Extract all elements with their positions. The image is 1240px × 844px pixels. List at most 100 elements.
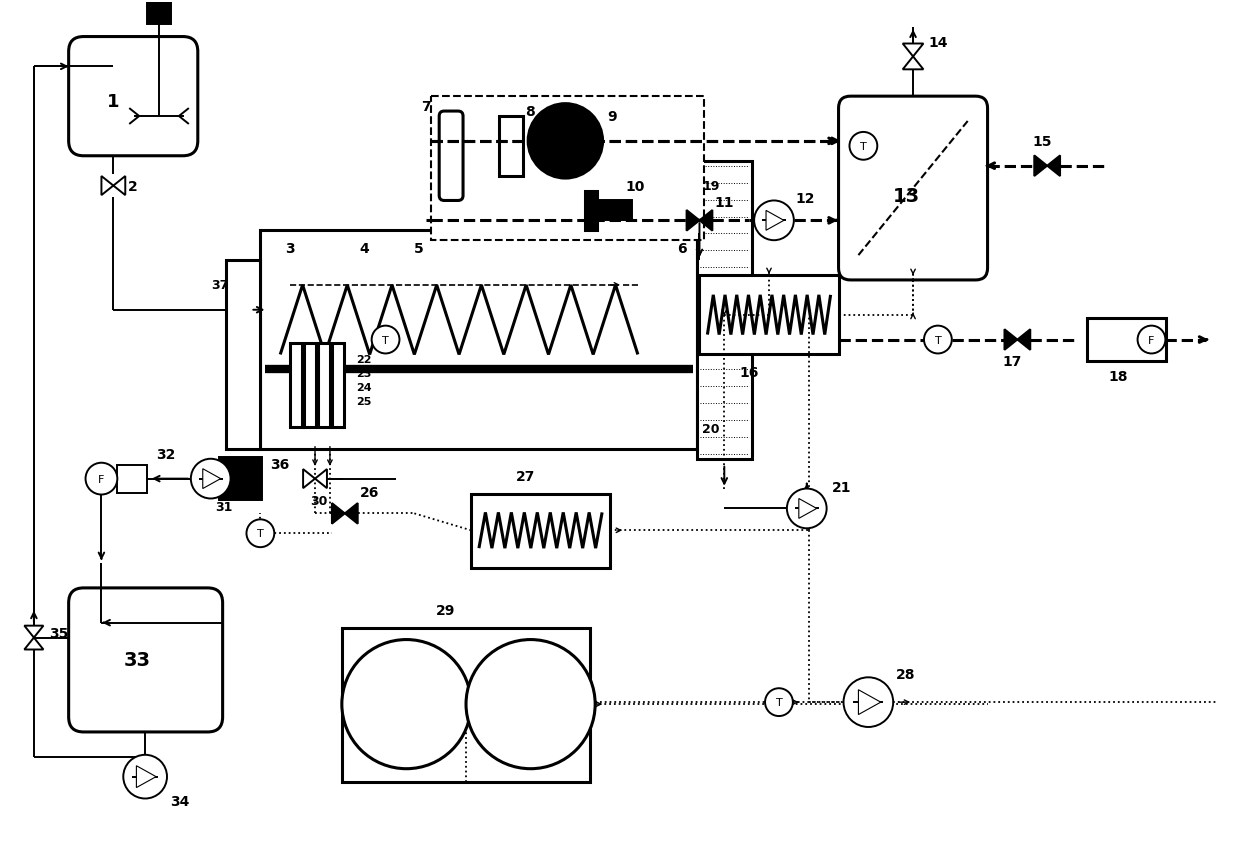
Text: 15: 15: [1032, 135, 1052, 149]
Text: T: T: [775, 697, 782, 707]
Text: 3: 3: [285, 242, 295, 256]
Polygon shape: [903, 45, 924, 57]
Polygon shape: [136, 766, 156, 787]
Bar: [699, 276, 838, 355]
Circle shape: [787, 489, 827, 528]
Text: 36: 36: [270, 457, 290, 471]
Bar: [148, 1, 171, 24]
Text: 35: 35: [48, 626, 68, 640]
Text: 26: 26: [360, 485, 379, 499]
Text: 23: 23: [356, 369, 371, 379]
Text: T: T: [861, 142, 867, 152]
FancyBboxPatch shape: [838, 97, 987, 280]
Text: 27: 27: [516, 469, 536, 483]
Text: 7: 7: [422, 100, 432, 114]
Bar: [432, 97, 704, 241]
Text: 18: 18: [1109, 370, 1128, 384]
Polygon shape: [1034, 156, 1047, 176]
Text: 5: 5: [414, 242, 424, 256]
Text: 17: 17: [1002, 355, 1022, 369]
Circle shape: [342, 640, 471, 769]
Text: 21: 21: [832, 480, 851, 494]
Polygon shape: [687, 211, 699, 231]
Bar: [317, 344, 330, 427]
Circle shape: [191, 459, 231, 499]
Circle shape: [372, 327, 399, 354]
Polygon shape: [102, 176, 113, 196]
Bar: [598, 201, 632, 221]
Polygon shape: [799, 499, 817, 519]
Circle shape: [527, 104, 603, 180]
Text: 13: 13: [893, 187, 920, 206]
Text: F: F: [98, 474, 104, 484]
Text: 34: 34: [170, 794, 190, 809]
Circle shape: [924, 327, 952, 354]
Bar: [471, 494, 610, 568]
Circle shape: [754, 201, 794, 241]
Polygon shape: [345, 504, 357, 524]
Circle shape: [843, 678, 893, 728]
Circle shape: [247, 520, 274, 548]
Circle shape: [765, 689, 792, 717]
Bar: [304, 344, 316, 427]
Text: 31: 31: [216, 500, 233, 513]
Text: T: T: [382, 335, 389, 345]
Polygon shape: [903, 57, 924, 70]
Text: F: F: [1148, 335, 1154, 345]
Bar: [585, 192, 598, 231]
Bar: [342, 628, 590, 782]
Text: T: T: [257, 528, 264, 538]
Circle shape: [466, 640, 595, 769]
Polygon shape: [1047, 156, 1060, 176]
Text: 24: 24: [356, 383, 371, 392]
Text: T: T: [935, 335, 941, 345]
Text: 9: 9: [608, 110, 616, 124]
Circle shape: [86, 463, 118, 495]
Circle shape: [1137, 327, 1166, 354]
Bar: [1087, 318, 1167, 362]
Text: 22: 22: [356, 355, 371, 365]
Polygon shape: [699, 211, 713, 231]
Polygon shape: [303, 469, 315, 489]
FancyBboxPatch shape: [68, 37, 198, 157]
Bar: [226, 261, 260, 449]
Text: 14: 14: [928, 35, 947, 50]
Text: 4: 4: [360, 242, 370, 256]
FancyBboxPatch shape: [439, 112, 463, 201]
Polygon shape: [332, 504, 345, 524]
Polygon shape: [25, 626, 43, 638]
Text: 10: 10: [625, 179, 645, 193]
Polygon shape: [315, 469, 327, 489]
Circle shape: [849, 133, 877, 160]
Bar: [118, 465, 148, 493]
Text: 16: 16: [739, 366, 759, 380]
Text: 25: 25: [356, 397, 371, 407]
Text: 8: 8: [526, 105, 536, 119]
Polygon shape: [25, 638, 43, 650]
Text: 12: 12: [796, 192, 816, 206]
Bar: [332, 344, 343, 427]
Text: 1: 1: [107, 93, 119, 111]
FancyBboxPatch shape: [68, 588, 223, 732]
Text: 32: 32: [156, 447, 175, 461]
Polygon shape: [113, 176, 125, 196]
Circle shape: [123, 755, 167, 798]
Text: 2: 2: [128, 179, 138, 193]
Bar: [290, 344, 303, 427]
Text: 20: 20: [702, 423, 720, 436]
Text: 6: 6: [677, 242, 687, 256]
Polygon shape: [766, 211, 784, 231]
Polygon shape: [858, 690, 880, 715]
Text: 28: 28: [897, 668, 915, 681]
Text: 19: 19: [702, 180, 720, 192]
Text: 37: 37: [211, 279, 228, 292]
Polygon shape: [1017, 330, 1030, 350]
Text: 30: 30: [310, 495, 327, 507]
Text: 29: 29: [436, 603, 455, 617]
Polygon shape: [203, 469, 221, 489]
Text: 11: 11: [714, 196, 734, 210]
Bar: [498, 116, 522, 176]
Bar: [218, 457, 263, 500]
Text: 33: 33: [123, 650, 150, 669]
Polygon shape: [1004, 330, 1017, 350]
